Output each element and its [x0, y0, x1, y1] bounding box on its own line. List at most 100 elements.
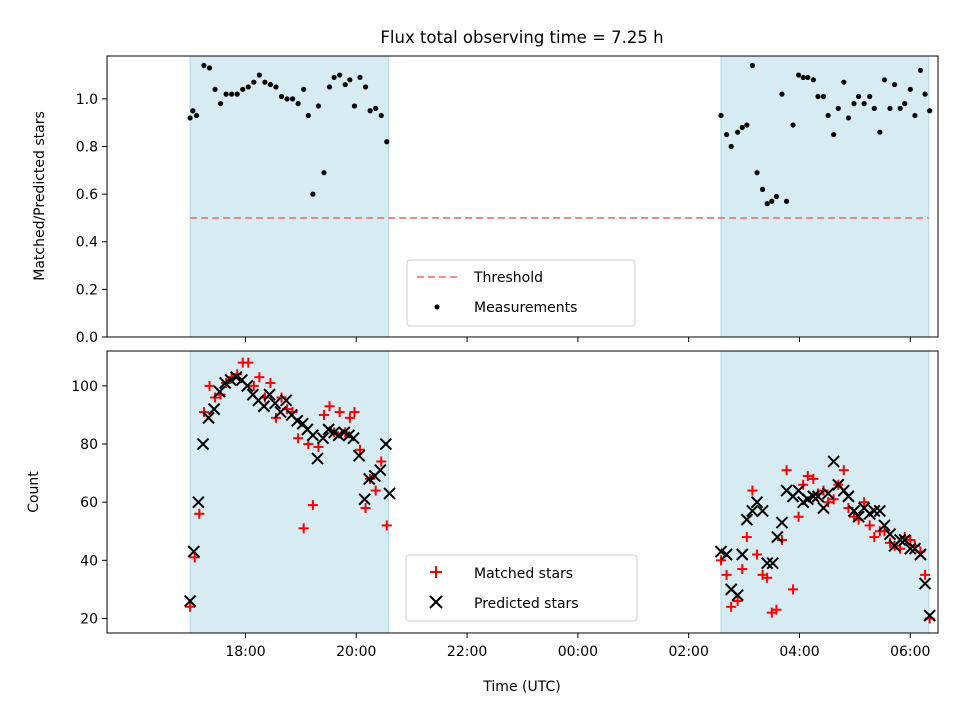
matched-star-point — [793, 511, 804, 522]
matched-star-point — [818, 485, 829, 496]
predicted-star-point — [202, 411, 215, 425]
predicted-star-point — [827, 455, 840, 468]
measurement-point — [851, 101, 857, 107]
predicted-star-point — [347, 432, 360, 445]
matched-star-point — [189, 552, 200, 563]
predicted-star-point — [279, 394, 293, 407]
x-tick-label: 04:00 — [779, 644, 819, 660]
predicted-star-point — [868, 504, 881, 518]
legend-matched-label: Matched stars — [474, 566, 573, 582]
measurement-point — [825, 112, 831, 119]
predicted-star-point — [311, 452, 324, 465]
measurement-points — [187, 62, 933, 207]
measurement-point — [262, 79, 268, 85]
bottom-y-axis-label: Count — [26, 471, 42, 513]
measurement-point — [347, 77, 353, 83]
measurement-point — [892, 81, 898, 88]
measurement-point — [739, 124, 745, 131]
predicted-star-point — [257, 400, 271, 413]
measurement-point — [326, 84, 333, 90]
predicted-star-point — [766, 557, 779, 570]
matched-star-point — [737, 564, 748, 575]
x-axis-label: Time (UTC) — [482, 679, 560, 695]
y-tick-label: 100 — [71, 379, 98, 395]
matched-star-point — [318, 409, 329, 420]
matched-star-point — [808, 473, 819, 484]
predicted-star-point — [263, 388, 276, 401]
measurement-point — [754, 170, 760, 176]
matched-star-point — [776, 534, 787, 545]
y-tick-label: 80 — [80, 437, 98, 453]
matched-star-point — [721, 569, 732, 580]
measurement-point — [867, 93, 873, 100]
measurement-point — [295, 101, 301, 107]
measurement-point — [378, 112, 384, 119]
predicted-star-point — [821, 487, 835, 500]
measurement-point — [861, 101, 867, 107]
matched-star-point — [376, 456, 387, 467]
predicted-star-point — [873, 504, 887, 518]
matched-star-point — [243, 357, 254, 368]
measurement-point — [193, 112, 200, 119]
top-legend: Threshold Measurements — [406, 259, 636, 327]
measurement-point — [278, 93, 285, 100]
measurement-point — [723, 131, 730, 138]
y-tick-label: 60 — [80, 495, 98, 511]
measurement-point — [273, 84, 279, 90]
matched-star-point — [864, 520, 875, 531]
x-tick-label: 20:00 — [336, 644, 376, 660]
predicted-star-point — [196, 437, 210, 451]
measurement-point — [212, 86, 218, 92]
predicted-star-point — [918, 577, 932, 590]
predicted-star-point — [383, 487, 396, 500]
predicted-star-point — [306, 429, 320, 442]
predicted-star-point — [358, 493, 371, 506]
chart-title: Flux total observing time = 7.25 h — [380, 28, 663, 47]
predicted-star-point — [817, 501, 830, 515]
predicted-star-point — [736, 548, 749, 561]
matched-star-point — [716, 555, 727, 566]
measurement-point — [251, 79, 257, 85]
measurement-point — [245, 84, 251, 90]
measurement-point — [284, 96, 290, 102]
matched-star-point — [802, 471, 813, 482]
matched-star-point — [349, 407, 360, 418]
matched-star-point — [370, 485, 381, 496]
matched-star-point — [869, 532, 880, 543]
measurement-point — [187, 115, 193, 121]
measurement-point — [902, 101, 908, 107]
predicted-star-point — [878, 519, 891, 532]
matched-star-point — [324, 401, 335, 412]
predicted-star-point — [213, 385, 226, 398]
measurement-point — [321, 170, 327, 176]
matched-star-point — [265, 377, 276, 388]
predicted-star-point — [268, 397, 282, 410]
measurement-point — [310, 191, 316, 197]
matched-star-point — [248, 380, 259, 391]
measurement-point — [820, 93, 827, 100]
measurement-point — [201, 62, 207, 69]
measurement-point — [912, 112, 918, 119]
y-tick-label: 0.4 — [76, 235, 98, 251]
legend-predicted-swatch — [429, 595, 443, 609]
measurement-point — [240, 86, 246, 92]
measurement-point — [351, 103, 358, 109]
measurement-point — [223, 91, 229, 97]
measurement-point — [831, 131, 837, 138]
measurement-point — [749, 62, 756, 69]
bottom-legend: Matched stars Predicted stars — [405, 554, 638, 622]
observing-window — [720, 55, 930, 338]
measurement-point — [769, 198, 775, 204]
matched-star-point — [293, 433, 304, 444]
legend-measurements-label: Measurements — [474, 300, 577, 316]
measurement-point — [315, 103, 322, 109]
measurement-point — [234, 91, 240, 97]
matched-star-point — [381, 520, 392, 531]
measurement-point — [305, 112, 311, 119]
predicted-star-point — [241, 379, 254, 393]
predicted-star-point — [274, 405, 287, 419]
measurement-point — [841, 79, 847, 85]
matched-star-point — [334, 407, 345, 418]
measurement-point — [887, 105, 893, 111]
matched-star-point — [298, 523, 309, 534]
